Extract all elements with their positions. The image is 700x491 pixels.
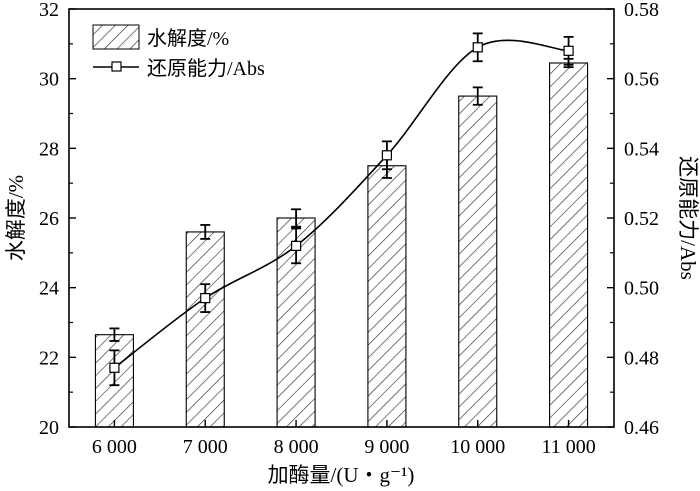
line-point-5 <box>563 45 574 56</box>
right-tick-label-0: 0.46 <box>624 417 659 439</box>
legend-label-hydrolysis: 水解度/% <box>147 27 229 50</box>
x-tick-label-2: 8 000 <box>274 436 319 458</box>
line-point-4 <box>472 42 483 53</box>
right-tick-label-5: 0.56 <box>624 69 659 91</box>
right-axis-title: 还原能力/Abs <box>676 156 700 280</box>
x-tick-label-5: 11 000 <box>541 436 595 458</box>
right-tick-label-1: 0.48 <box>624 347 659 369</box>
legend: 水解度/% 还原能力/Abs <box>92 24 265 80</box>
x-tick-label-1: 7 000 <box>183 436 228 458</box>
left-tick-label-6: 32 <box>39 0 59 21</box>
right-tick-label-6: 0.58 <box>624 0 659 21</box>
left-tick-label-1: 22 <box>39 347 59 369</box>
left-axis-title: 水解度/% <box>4 175 28 261</box>
right-tick-label-4: 0.54 <box>624 138 659 160</box>
x-tick-label-4: 10 000 <box>450 436 505 458</box>
legend-bar-swatch <box>92 24 140 50</box>
ticks-layer: 20 22 24 26 28 30 32 0.46 0.48 0.50 0.52 0.54 0.56 0.… <box>39 0 659 458</box>
legend-marker <box>111 61 122 72</box>
line-layer <box>109 32 574 387</box>
bar-3 <box>367 165 407 428</box>
left-tick-label-3: 26 <box>39 208 59 230</box>
x-tick-label-0: 6 000 <box>92 436 137 458</box>
right-tick-label-3: 0.52 <box>624 208 659 230</box>
x-tick-label-3: 9 000 <box>364 436 409 458</box>
bar-4 <box>458 95 498 428</box>
line-point-2 <box>290 240 302 251</box>
left-tick-label-0: 20 <box>39 417 59 439</box>
right-tick-label-2: 0.50 <box>624 278 659 300</box>
x-axis-title: 加酶量/(U・g⁻¹) <box>268 463 415 487</box>
legend-label-reducing-power: 还原能力/Abs <box>147 57 265 80</box>
bar-1 <box>185 231 225 428</box>
reducing-power-line <box>113 39 569 369</box>
left-tick-label-2: 24 <box>39 278 59 300</box>
bar-5 <box>549 62 589 428</box>
bars-layer <box>94 57 589 428</box>
line-point-0 <box>109 362 120 373</box>
line-point-1 <box>200 293 211 304</box>
left-tick-label-4: 28 <box>39 138 59 160</box>
left-tick-label-5: 30 <box>39 69 59 91</box>
line-point-3 <box>381 150 393 161</box>
